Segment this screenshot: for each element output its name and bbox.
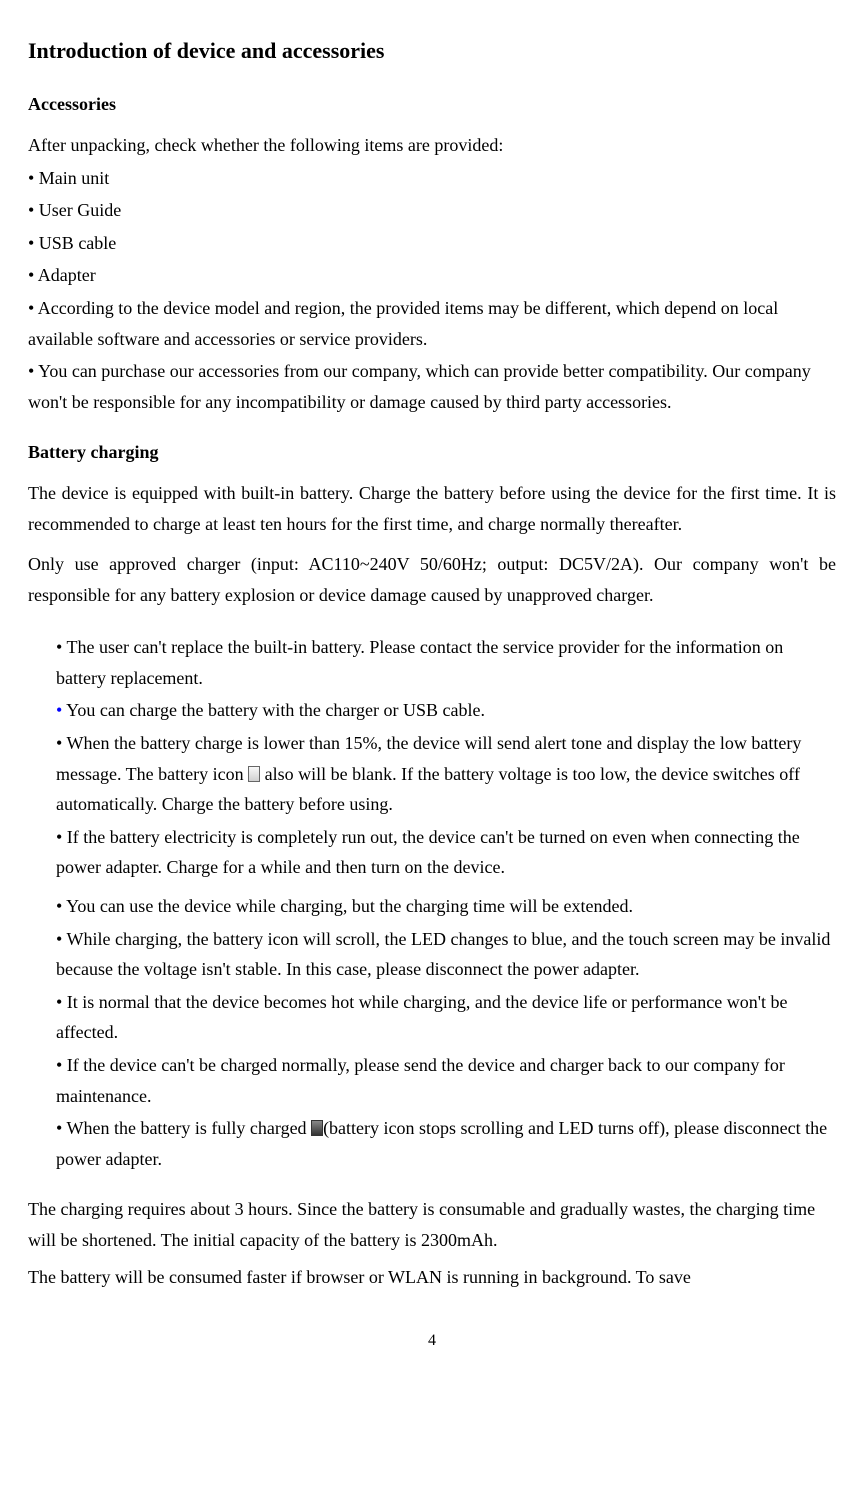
accessories-intro: After unpacking, check whether the follo…: [28, 130, 836, 161]
accessories-heading: Accessories: [28, 89, 836, 120]
charging-para1: The device is equipped with built-in bat…: [28, 478, 836, 539]
accessories-item: • USB cable: [28, 228, 836, 259]
charging-para4: The battery will be consumed faster if b…: [28, 1262, 836, 1293]
battery-full-icon: [311, 1120, 323, 1136]
charging-heading: Battery charging: [28, 437, 836, 468]
charging-para3: The charging requires about 3 hours. Sin…: [28, 1194, 836, 1255]
charging-bullet: • When the battery charge is lower than …: [56, 728, 836, 820]
accessories-item: • User Guide: [28, 195, 836, 226]
page-number: 4: [28, 1327, 836, 1354]
bullet-marker-blue: •: [56, 700, 66, 720]
accessories-item: • According to the device model and regi…: [28, 293, 836, 354]
charging-bullet: • If the device can't be charged normall…: [56, 1050, 836, 1111]
charging-bullets-block-1: • The user can't replace the built-in ba…: [28, 632, 836, 1174]
charging-bullet: • While charging, the battery icon will …: [56, 924, 836, 985]
charging-bullet: • The user can't replace the built-in ba…: [56, 632, 836, 693]
accessories-item: • You can purchase our accessories from …: [28, 356, 836, 417]
accessories-item: • Main unit: [28, 163, 836, 194]
charging-bullet: • If the battery electricity is complete…: [56, 822, 836, 883]
page-title: Introduction of device and accessories: [28, 32, 836, 69]
charging-bullet: • It is normal that the device becomes h…: [56, 987, 836, 1048]
battery-empty-icon: [248, 766, 260, 782]
bullet-text: You can charge the battery with the char…: [66, 700, 485, 720]
accessories-item: • Adapter: [28, 260, 836, 291]
charging-bullet: • You can use the device while charging,…: [56, 891, 836, 922]
charging-para2: Only use approved charger (input: AC110~…: [28, 549, 836, 610]
charging-bullet: • When the battery is fully charged (bat…: [56, 1113, 836, 1174]
bullet-text-before: • When the battery is fully charged: [56, 1118, 311, 1138]
charging-bullet: • You can charge the battery with the ch…: [56, 695, 836, 726]
